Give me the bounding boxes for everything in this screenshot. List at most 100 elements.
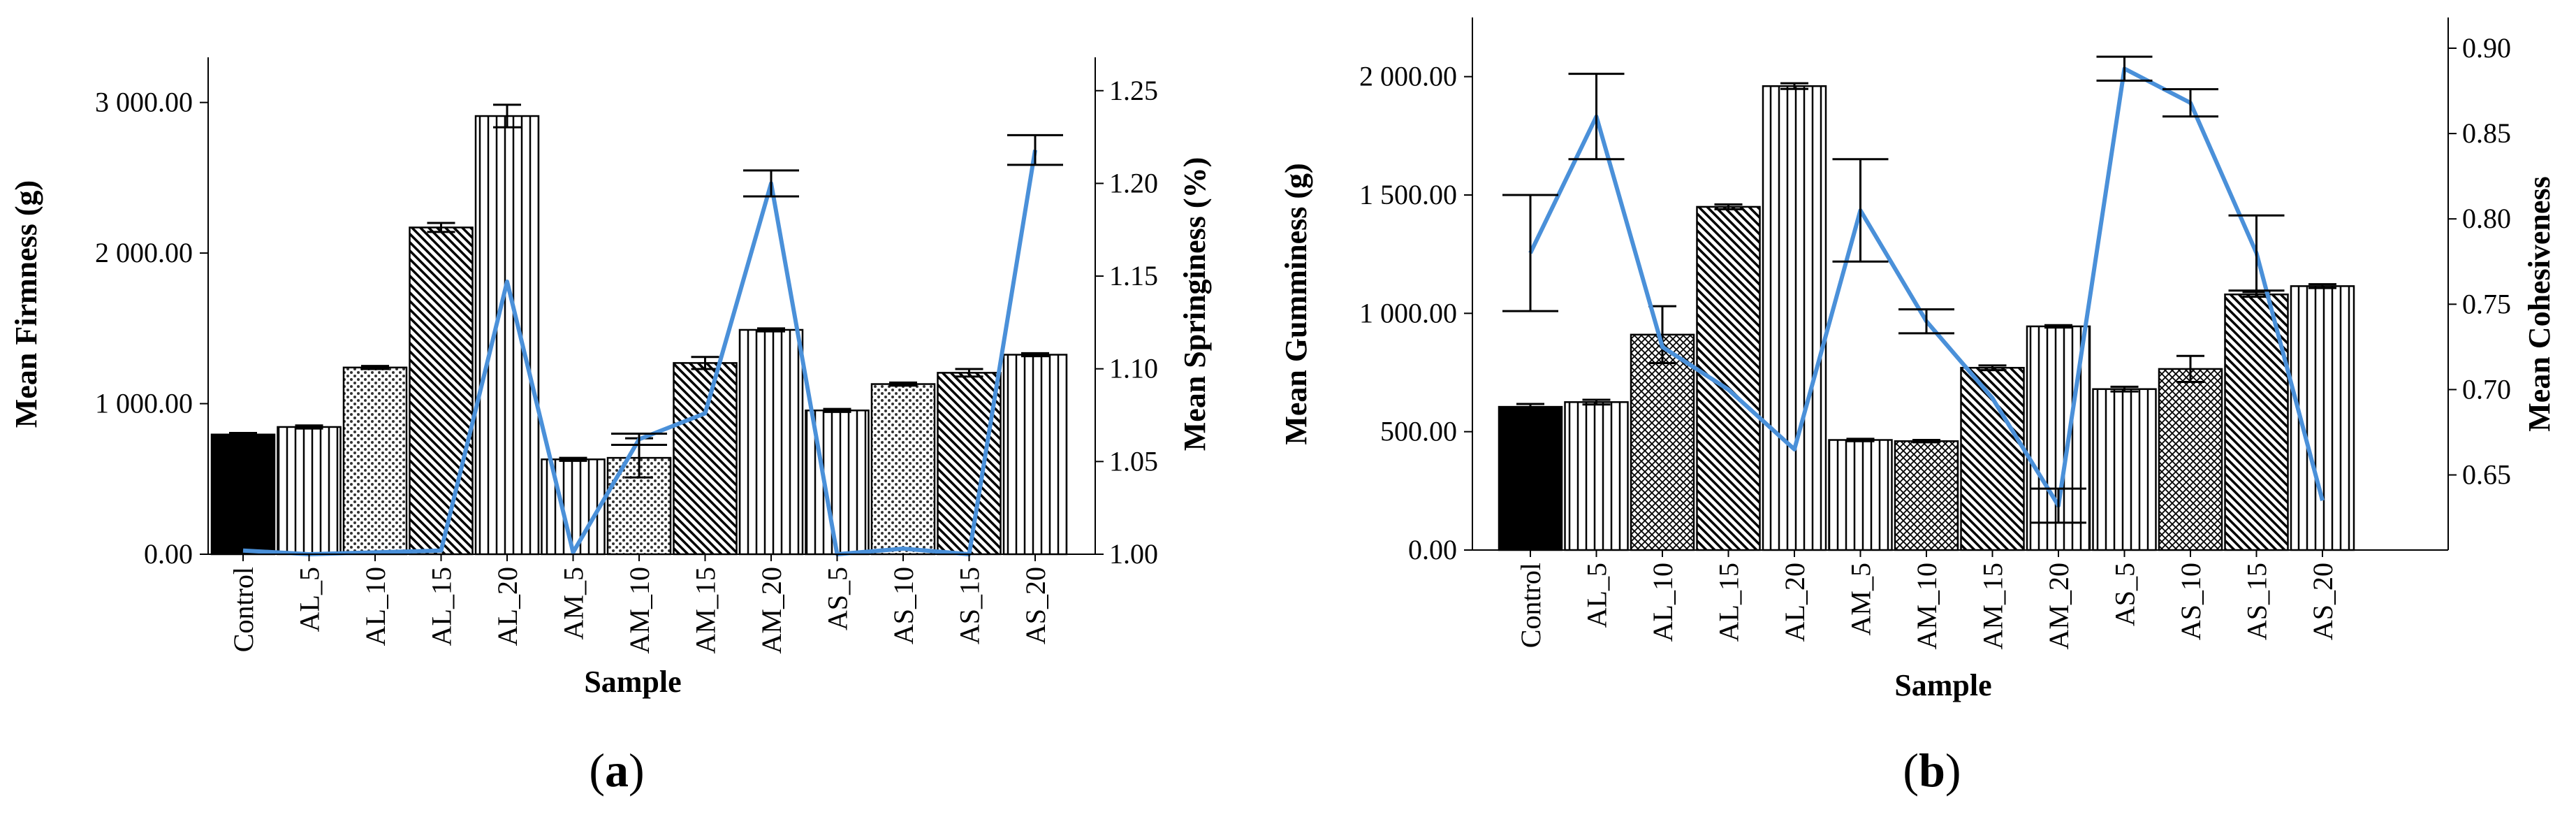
bar-error-AM_15 <box>1978 364 2007 372</box>
y-tick-label: 0.00 <box>1408 534 1457 565</box>
bar-error-AM_5 <box>559 456 587 462</box>
x-tick-label-AM_10: AM_10 <box>1911 563 1942 649</box>
bar-AM_20 <box>738 328 804 556</box>
y2-tick-label: 0.75 <box>2462 288 2511 319</box>
bar-error-AM_15 <box>691 356 719 370</box>
bar-AL_15 <box>409 226 474 556</box>
x-tick-label-AL_20: AL_20 <box>1779 563 1810 642</box>
chart-b-xlabel: Sample <box>1894 668 1991 702</box>
chart-a-axes: 0.00 1 000.00 2 000.00 3 000.00 1.00 1.05 1.10… <box>95 57 1158 653</box>
y-tick-label: 1 000.00 <box>95 388 193 419</box>
x-tick-label-AS_5: AS_5 <box>822 567 854 630</box>
x-tick-label-AL_15: AL_15 <box>426 567 458 646</box>
x-tick-label-AS_10: AS_10 <box>888 567 919 644</box>
chart-a-panel-label: (a) <box>589 744 644 797</box>
bar-Control <box>210 433 276 556</box>
bar-error-AS_15 <box>955 368 983 378</box>
bar-error-Control <box>229 432 257 438</box>
bar-error-AS_20 <box>1021 352 1049 358</box>
bar-AL_20 <box>1762 85 1827 551</box>
chart-b-axes: 0.00 500.00 1 000.00 1 500.00 2 000.00 0.65 0.… <box>1359 17 2511 649</box>
bar-AS_20 <box>1002 354 1068 556</box>
x-tick-label-AM_5: AM_5 <box>558 567 590 639</box>
bar-AS_15 <box>937 372 1002 556</box>
bar-error-AM_5 <box>1846 438 1875 442</box>
bar-error-AM_20 <box>2044 324 2072 329</box>
x-tick-label-AS_15: AS_15 <box>954 567 986 644</box>
bar-error-AS_20 <box>2308 283 2336 289</box>
bar-AL_10 <box>342 366 408 556</box>
chart-a-y2label: Mean Springiness (%) <box>1178 157 1212 451</box>
bar-error-AL_20 <box>1780 82 1808 90</box>
y-tick-label: 2 000.00 <box>1359 61 1457 92</box>
chart-a-bars <box>210 103 1068 556</box>
x-tick-label-AS_20: AS_20 <box>2307 563 2339 640</box>
bar-error-AL_5 <box>1582 398 1611 406</box>
chart-b: 0.00 500.00 1 000.00 1 500.00 2 000.00 0.65 0.… <box>1279 17 2556 797</box>
x-tick-label-AS_5: AS_5 <box>2109 563 2141 626</box>
y2-tick-label: 1.05 <box>1109 445 1158 477</box>
x-tick-label-Control: Control <box>1515 563 1546 648</box>
bar-error-AS_5 <box>2110 385 2139 393</box>
y2-tick-label: 1.15 <box>1109 260 1158 291</box>
x-tick-label-Control: Control <box>228 567 259 652</box>
bar-error-AL_15 <box>1714 203 1743 210</box>
x-tick-label-AS_10: AS_10 <box>2175 563 2207 640</box>
y-tick-label: 3 000.00 <box>95 87 193 118</box>
y-tick-label: 1 000.00 <box>1359 297 1457 328</box>
bar-AM_5 <box>541 458 606 556</box>
bar-AS_5 <box>2092 388 2157 551</box>
bar-error-AL_5 <box>295 424 323 430</box>
x-tick-label-AM_15: AM_15 <box>1977 563 2009 649</box>
bar-error-AS_10 <box>2176 354 2204 384</box>
x-tick-label-AL_10: AL_10 <box>1647 563 1678 642</box>
bar-error-AL_20 <box>493 103 521 129</box>
y2-tick-label: 0.65 <box>2462 459 2511 491</box>
bar-error-AL_10 <box>1648 305 1676 364</box>
bar-AL_5 <box>277 426 342 556</box>
bar-error-AS_10 <box>889 381 917 387</box>
x-tick-label-AM_10: AM_10 <box>624 567 655 653</box>
chart-b-panel-label: (b) <box>1903 744 1961 797</box>
y2-tick-label: 0.90 <box>2462 32 2511 64</box>
bar-AS_10 <box>2158 368 2223 551</box>
chart-b-bars <box>1498 82 2355 551</box>
bar-AL_20 <box>474 115 540 556</box>
x-tick-label-AS_15: AS_15 <box>2241 563 2273 640</box>
x-tick-label-AL_5: AL_5 <box>1581 563 1613 628</box>
x-tick-label-AM_20: AM_20 <box>2043 563 2074 649</box>
chart-a: 0.00 1 000.00 2 000.00 3 000.00 1.00 1.05 1.10… <box>9 57 1212 797</box>
x-tick-label-AM_15: AM_15 <box>690 567 722 653</box>
x-tick-label-AL_20: AL_20 <box>492 567 523 646</box>
y2-tick-label: 1.20 <box>1109 167 1158 198</box>
bar-AL_15 <box>1696 205 1761 551</box>
x-tick-label-AL_10: AL_10 <box>360 567 391 646</box>
bar-error-AM_10 <box>1912 439 1940 444</box>
chart-a-xlabel: Sample <box>584 665 681 699</box>
x-tick-label-AL_15: AL_15 <box>1713 563 1745 642</box>
y-tick-label: 0.00 <box>144 538 193 570</box>
y2-tick-label: 1.00 <box>1109 538 1158 570</box>
x-tick-label-AM_5: AM_5 <box>1845 563 1877 635</box>
chart-a-line <box>242 133 1063 556</box>
bar-error-AM_20 <box>757 327 785 333</box>
x-tick-label-AM_20: AM_20 <box>756 567 787 653</box>
y-tick-label: 2 000.00 <box>95 237 193 268</box>
chart-b-panel-letter: b <box>1919 744 1945 797</box>
bar-AM_5 <box>1828 439 1893 551</box>
y-tick-label: 1 500.00 <box>1359 179 1457 210</box>
bar-Control <box>1498 405 1563 551</box>
x-tick-label-AS_20: AS_20 <box>1020 567 1051 644</box>
y2-tick-label: 0.70 <box>2462 373 2511 405</box>
chart-b-ylabel: Mean Gumminess (g) <box>1279 163 1313 444</box>
bar-AS_10 <box>870 383 936 556</box>
chart-b-y2label: Mean Cohesiveness <box>2522 176 2556 431</box>
bar-AM_10 <box>1894 440 1959 551</box>
bar-AL_10 <box>1630 333 1695 551</box>
bar-error-AL_15 <box>427 222 455 233</box>
y2-tick-label: 1.10 <box>1109 353 1158 384</box>
chart-a-panel-letter: a <box>605 744 629 797</box>
x-tick-label-AL_5: AL_5 <box>294 567 325 632</box>
chart-b-line <box>1502 55 2325 524</box>
